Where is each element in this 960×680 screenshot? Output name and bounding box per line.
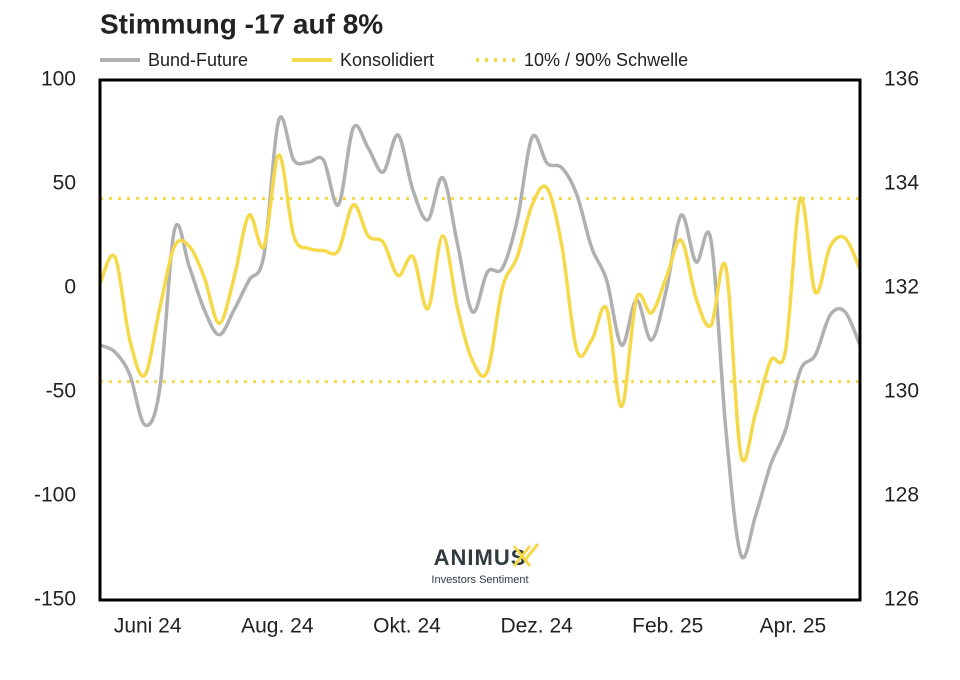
y-tick-label: 0 bbox=[64, 276, 76, 299]
y-tick-label: 50 bbox=[53, 172, 76, 195]
plot-frame bbox=[98, 78, 862, 602]
y2-tick-label: 126 bbox=[884, 588, 919, 611]
logo: ANIMUS Investors Sentiment bbox=[431, 543, 540, 586]
x-tick-label: Feb. 25 bbox=[632, 615, 703, 638]
y2-tick-label: 130 bbox=[884, 380, 919, 403]
x-tick-label: Okt. 24 bbox=[373, 615, 441, 638]
y2-tick-label: 132 bbox=[884, 276, 919, 299]
y-tick-label: -150 bbox=[34, 588, 76, 611]
series-line bbox=[98, 153, 862, 463]
legend-label: Konsolidiert bbox=[340, 50, 434, 70]
legend-label: Bund-Future bbox=[148, 50, 248, 70]
x-tick-label: Aug. 24 bbox=[241, 615, 314, 638]
x-tick-label: Juni 24 bbox=[114, 615, 182, 638]
x-tick-label: Dez. 24 bbox=[500, 615, 573, 638]
y2-tick-label: 128 bbox=[884, 484, 919, 507]
y2-tick-label: 136 bbox=[884, 68, 919, 91]
y2-tick-label: 134 bbox=[884, 172, 919, 195]
y-tick-label: -50 bbox=[46, 380, 76, 403]
logo-name: ANIMUS bbox=[434, 545, 527, 570]
chart-title: Stimmung -17 auf 8% bbox=[100, 8, 383, 39]
series-line bbox=[99, 115, 862, 560]
y-tick-label: -100 bbox=[34, 484, 76, 507]
legend-label: 10% / 90% Schwelle bbox=[524, 50, 688, 70]
x-tick-label: Apr. 25 bbox=[760, 615, 827, 638]
y-tick-label: 100 bbox=[41, 68, 76, 91]
logo-icon bbox=[512, 543, 540, 567]
logo-tagline: Investors Sentiment bbox=[431, 574, 528, 586]
